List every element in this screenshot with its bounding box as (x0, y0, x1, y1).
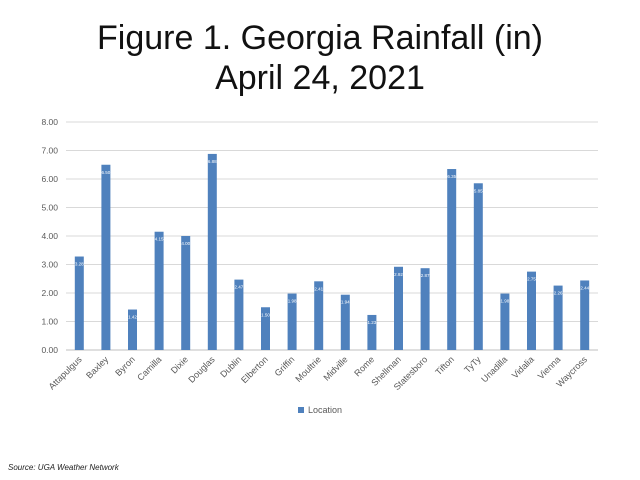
x-tick-label: Unadilla (479, 354, 509, 384)
x-tick-label: Baxley (84, 354, 111, 381)
data-label: 1.94 (341, 300, 350, 305)
data-label: 1.98 (288, 299, 297, 304)
bar (580, 280, 590, 350)
data-label: 2.87 (421, 273, 430, 278)
title-line-2: April 24, 2021 (215, 59, 425, 97)
x-tick-label: TyTy (462, 354, 483, 375)
data-label: 2.92 (394, 272, 403, 277)
bar (394, 266, 403, 350)
bar (128, 309, 137, 350)
y-tick-label: 5.00 (41, 203, 58, 213)
bar (234, 279, 244, 350)
legend-label: Location (308, 405, 342, 415)
data-label: 6.50 (102, 170, 111, 175)
data-label: 3.28 (75, 262, 84, 267)
bar (367, 314, 377, 350)
data-label: 4.00 (181, 241, 190, 246)
x-tick-label: Camilla (135, 354, 163, 382)
y-tick-label: 4.00 (41, 231, 58, 241)
y-tick-label: 0.00 (41, 345, 58, 355)
y-tick-label: 1.00 (41, 317, 58, 327)
bar (314, 281, 324, 350)
bar (500, 293, 510, 350)
x-tick-label: Tifton (433, 354, 456, 377)
data-label: 2.41 (314, 286, 323, 291)
data-label: 1.42 (128, 315, 137, 320)
y-tick-label: 3.00 (41, 260, 58, 270)
x-tick-label: Attapulgus (47, 354, 84, 391)
y-tick-label: 2.00 (41, 288, 58, 298)
legend-swatch (298, 407, 304, 413)
data-label: 5.85 (474, 188, 483, 193)
source-note: Source: UGA Weather Network (8, 463, 119, 472)
x-tick-label: Rome (352, 354, 376, 378)
y-tick-label: 6.00 (41, 174, 58, 184)
bar (261, 307, 270, 350)
bar (447, 169, 457, 350)
bar (287, 293, 297, 350)
bar (527, 271, 536, 350)
x-tick-label: Elberton (239, 354, 270, 385)
data-label: 1.50 (261, 312, 270, 317)
x-tick-label: Dublin (218, 354, 243, 379)
title-line-1: Figure 1. Georgia Rainfall (in) (97, 19, 543, 57)
bar (553, 285, 563, 350)
data-label: 2.26 (554, 291, 563, 296)
x-tick-label: Moultrie (293, 354, 323, 384)
x-tick-label: Vidalia (510, 354, 536, 380)
data-label: 2.75 (527, 277, 536, 282)
x-tick-label: Dixie (169, 354, 190, 375)
x-tick-label: Byron (113, 354, 137, 378)
data-label: 2.44 (580, 285, 589, 290)
x-tick-label: Midville (321, 354, 349, 382)
data-label: 1.23 (368, 320, 377, 325)
x-tick-label: Douglas (186, 354, 217, 385)
chart-title: Figure 1. Georgia Rainfall (in) April 24… (0, 18, 640, 98)
data-label: 1.98 (501, 299, 510, 304)
y-tick-label: 7.00 (41, 146, 58, 156)
bar (473, 183, 483, 350)
x-tick-label: Griffin (273, 354, 297, 378)
bar (101, 164, 111, 350)
data-label: 2.47 (235, 285, 244, 290)
data-label: 4.15 (155, 237, 164, 242)
bar (181, 236, 191, 350)
data-label: 6.88 (208, 159, 217, 164)
y-tick-label: 8.00 (41, 117, 58, 127)
bar (74, 256, 84, 350)
bar (340, 294, 350, 350)
bar (207, 153, 217, 350)
data-label: 6.35 (447, 174, 456, 179)
bar (154, 231, 164, 350)
bar (420, 268, 430, 350)
